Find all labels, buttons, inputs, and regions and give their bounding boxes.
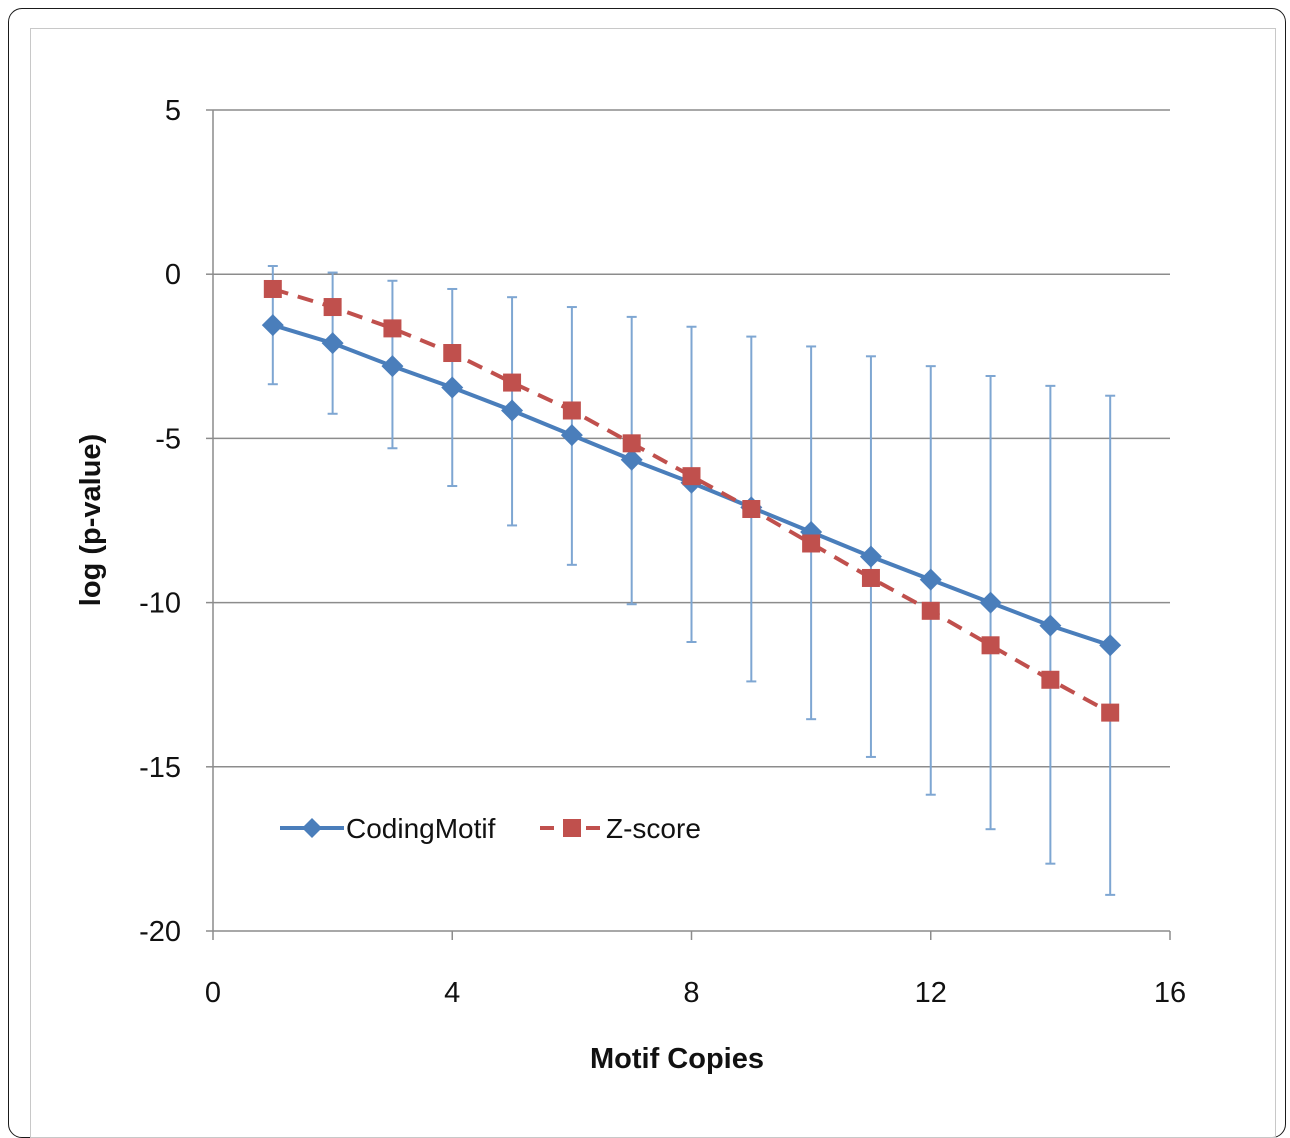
series-line-zscore (272, 287, 1112, 715)
data-point-zscore-1 (263, 279, 282, 298)
data-point-zscore-12 (921, 601, 940, 620)
y-tick-label--20: -20 (139, 916, 181, 948)
legend-marker-codingmotif (302, 818, 322, 838)
y-tick-label--5: -5 (155, 423, 181, 455)
data-point-codingmotif-5 (501, 399, 524, 422)
data-point-codingmotif-3 (381, 355, 404, 378)
y-tick-label--10: -10 (139, 588, 181, 620)
legend-item-codingmotif: CodingMotif (280, 813, 496, 844)
axes (206, 109, 1171, 940)
data-point-codingmotif-6 (560, 424, 583, 447)
data-point-zscore-8 (682, 467, 701, 486)
data-point-zscore-7 (622, 434, 641, 453)
data-point-zscore-13 (981, 636, 1000, 655)
data-point-zscore-15 (1101, 703, 1120, 722)
data-point-zscore-9 (742, 500, 761, 519)
y-tick-label--15: -15 (139, 752, 181, 784)
legend-item-zscore: Z-score (540, 813, 701, 844)
data-point-codingmotif-1 (261, 314, 284, 337)
data-point-codingmotif-11 (859, 545, 882, 568)
tick-labels: 5 0 -5 -10 -15 -20 0 4 8 12 16 (139, 95, 1186, 1009)
legend: CodingMotif Z-score (280, 813, 701, 844)
data-point-codingmotif-13 (979, 591, 1002, 614)
data-point-zscore-2 (323, 298, 342, 317)
data-point-zscore-11 (861, 568, 880, 587)
y-tick-label-0: 0 (165, 259, 181, 291)
x-axis-label: Motif Copies (590, 1043, 764, 1075)
data-point-codingmotif-12 (919, 568, 942, 591)
data-point-zscore-6 (562, 401, 581, 420)
data-point-zscore-3 (383, 319, 402, 338)
legend-label-zscore: Z-score (606, 813, 701, 844)
data-point-codingmotif-7 (620, 448, 643, 471)
data-point-zscore-14 (1041, 670, 1060, 689)
x-tick-label-8: 8 (683, 977, 699, 1009)
data-point-codingmotif-15 (1099, 634, 1122, 657)
x-tick-label-4: 4 (444, 977, 460, 1009)
data-point-zscore-5 (503, 373, 522, 392)
data-point-zscore-4 (443, 344, 462, 363)
data-point-zscore-10 (802, 534, 821, 553)
legend-label-codingmotif: CodingMotif (346, 813, 496, 844)
y-axis-label: log (p-value) (75, 434, 107, 606)
data-point-codingmotif-4 (441, 376, 464, 399)
x-tick-label-16: 16 (1154, 977, 1186, 1009)
x-tick-label-12: 12 (915, 977, 947, 1009)
data-point-codingmotif-2 (321, 332, 344, 355)
legend-marker-zscore (563, 819, 581, 837)
x-tick-label-0: 0 (205, 977, 221, 1009)
y-tick-label-5: 5 (165, 95, 181, 127)
data-point-codingmotif-14 (1039, 614, 1062, 637)
series-layer (261, 279, 1122, 722)
